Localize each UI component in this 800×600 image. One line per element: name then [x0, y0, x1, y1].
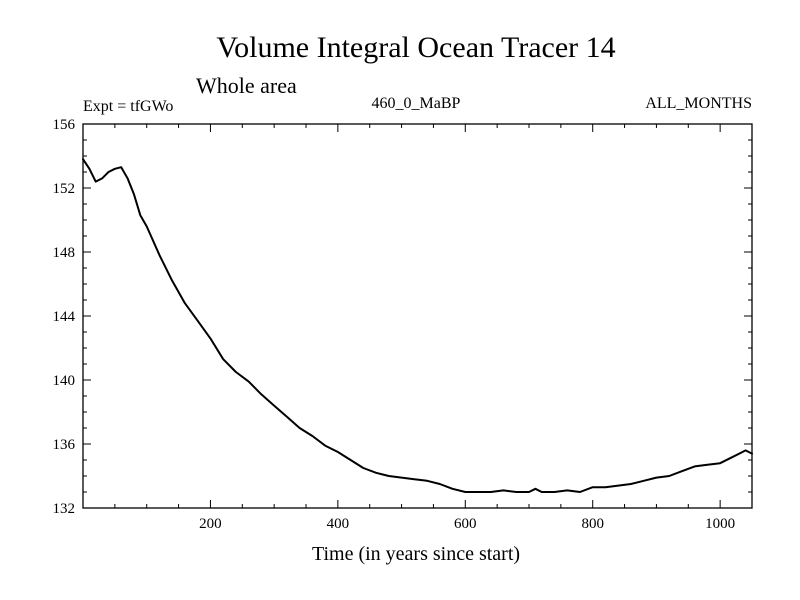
y-tick-label: 152 [53, 181, 76, 197]
y-axis-tick-labels: 132 136 140 144 148 152 156 [53, 117, 76, 517]
x-tick-label: 600 [454, 516, 477, 532]
y-tick-label: 148 [53, 245, 76, 261]
y-tick-label: 156 [53, 117, 76, 133]
chart-subtitle: Whole area [196, 73, 297, 98]
x-tick-label: 200 [199, 516, 222, 532]
x-tick-label: 1000 [705, 516, 735, 532]
y-tick-label: 140 [53, 373, 76, 389]
run-label: 460_0_MaBP [372, 95, 461, 112]
x-tick-label: 400 [327, 516, 350, 532]
data-series-line [82, 158, 753, 493]
plot-frame [82, 123, 753, 509]
x-tick-label: 800 [581, 516, 604, 532]
y-tick-label: 132 [53, 501, 76, 517]
x-axis-tick-labels: 200 400 600 800 1000 [199, 516, 735, 532]
y-tick-label: 144 [53, 309, 76, 325]
months-label: ALL_MONTHS [645, 95, 752, 112]
y-tick-label: 136 [53, 437, 76, 453]
chart-title: Volume Integral Ocean Tracer 14 [216, 31, 615, 64]
x-axis-label: Time (in years since start) [312, 543, 520, 565]
experiment-label: Expt = tfGWo [83, 98, 173, 115]
axis-ticks [83, 123, 752, 509]
